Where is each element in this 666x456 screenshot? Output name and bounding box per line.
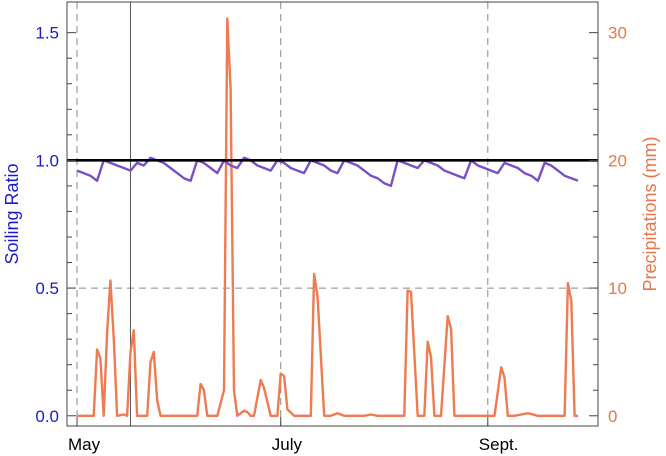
right-axis-title: Precipitations (mm) [640, 136, 660, 291]
left-axis: 0.0 0.5 1.0 1.5 [35, 24, 76, 426]
bottom-tick-label: May [68, 435, 101, 454]
bottom-tick-label: Sept. [479, 435, 519, 454]
left-axis-title: Soiling Ratio [2, 163, 22, 264]
left-tick-label: 0.0 [35, 407, 59, 426]
bottom-tick-label: July [272, 435, 303, 454]
right-tick-label: 10 [608, 279, 627, 298]
soiling-ratio-line [76, 156, 579, 188]
precipitation-line [77, 17, 578, 417]
left-tick-label: 1.5 [35, 24, 59, 43]
right-axis: 0 10 20 30 [589, 24, 627, 426]
grid-layer [67, 2, 598, 426]
right-tick-label: 20 [608, 151, 627, 170]
right-tick-label: 30 [608, 24, 627, 43]
series-layer [76, 17, 579, 417]
bottom-axis: May July Sept. [68, 417, 518, 454]
left-tick-label: 0.5 [35, 279, 59, 298]
left-tick-label: 1.0 [35, 151, 59, 170]
plot-frame [66, 1, 599, 427]
right-tick-label: 0 [608, 407, 617, 426]
